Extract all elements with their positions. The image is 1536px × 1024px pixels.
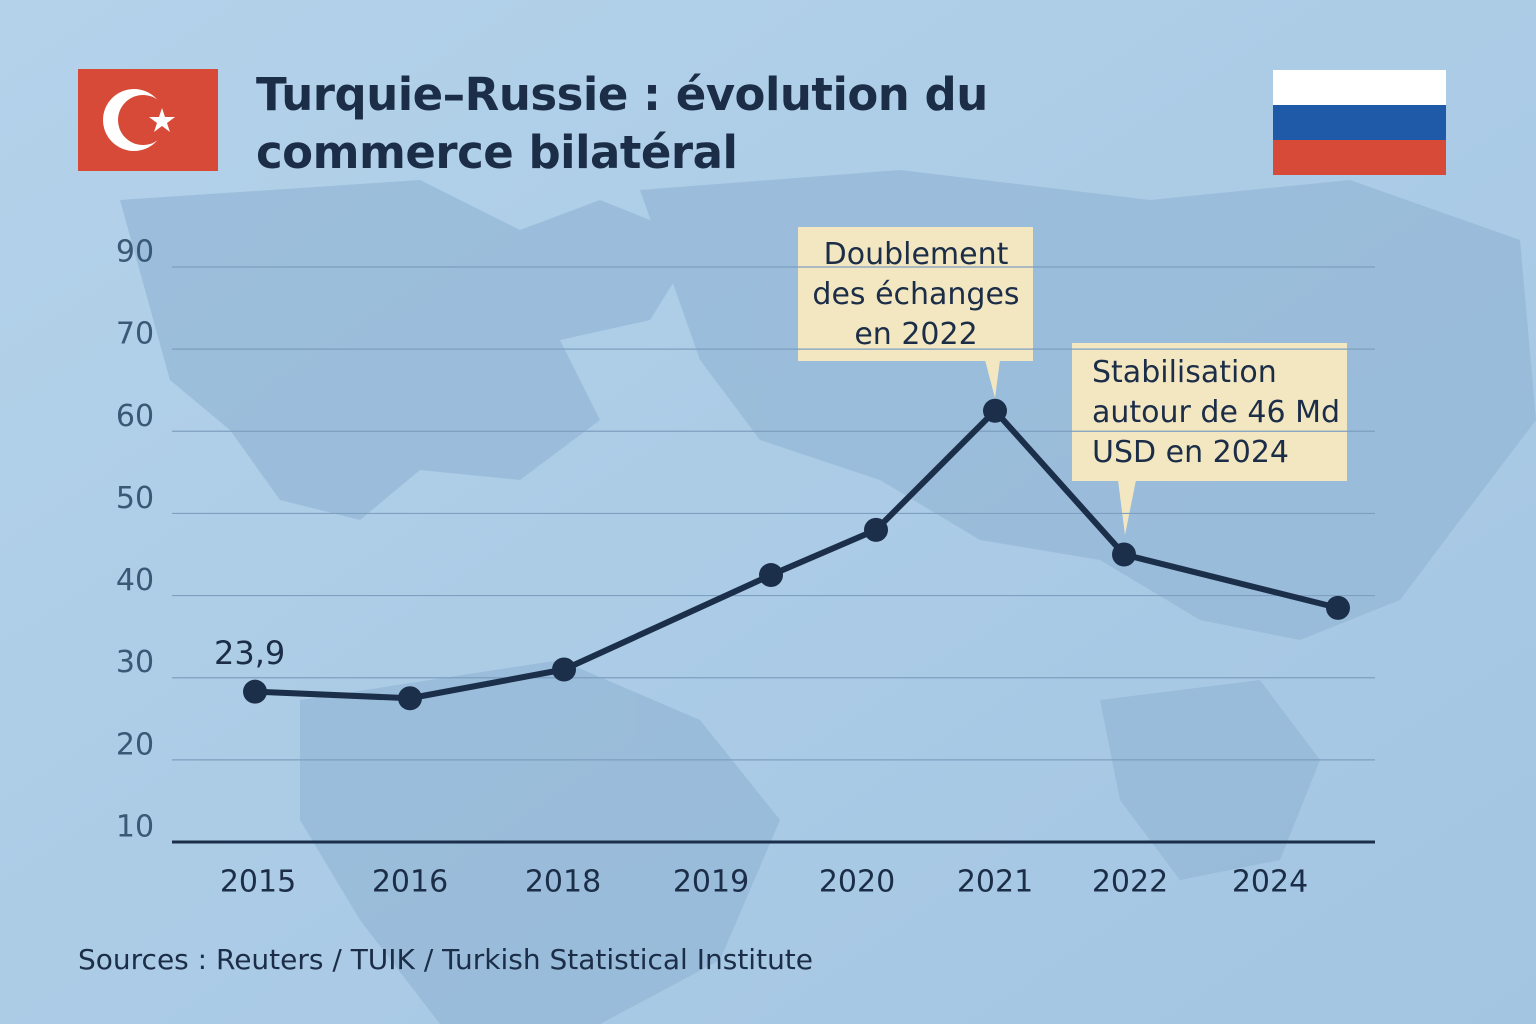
x-tick-label: 2016: [372, 865, 448, 900]
annotation: Doublement des échanges en 2022: [812, 237, 1020, 352]
y-tick-label: 30: [116, 645, 154, 680]
point: [983, 398, 1007, 423]
point: [243, 679, 267, 704]
y-tick-label: 10: [116, 810, 154, 845]
data-annotation: 23,9: [214, 634, 286, 672]
callout-1: [798, 227, 1033, 398]
y-tick-label: 70: [116, 317, 154, 352]
point: [1112, 542, 1136, 567]
turkish-flag: [78, 69, 218, 171]
y-tick-label: 20: [116, 727, 154, 762]
x-tick-label: 2024: [1232, 865, 1308, 900]
x-tick-label: 2021: [957, 865, 1033, 900]
y-tick-label: 90: [116, 235, 154, 270]
x-tick-label: 2022: [1092, 865, 1168, 900]
point: [1326, 595, 1350, 620]
y-tick-label: 50: [116, 481, 154, 516]
point: [864, 517, 888, 542]
chart-title: Turquie–Russie : évolution du commerce b…: [256, 68, 988, 179]
x-tick-label: 2020: [819, 865, 895, 900]
x-tick-label: 2018: [525, 865, 601, 900]
russian-flag: [1273, 70, 1446, 175]
point: [398, 686, 422, 711]
y-tick-label: 60: [116, 399, 154, 434]
y-tick-label: 40: [116, 563, 154, 598]
callout-2: [1072, 343, 1347, 535]
source: Sources : Reuters / TUIK / Turkish Stati…: [78, 943, 814, 976]
annotation: Stabilisation autour de 46 Md USD en 202…: [1092, 355, 1341, 470]
line: [254, 407, 1339, 702]
x-tick-label: 2015: [220, 865, 296, 900]
x-tick-label: 2019: [673, 865, 749, 900]
point: [552, 657, 576, 682]
point: [759, 563, 783, 588]
